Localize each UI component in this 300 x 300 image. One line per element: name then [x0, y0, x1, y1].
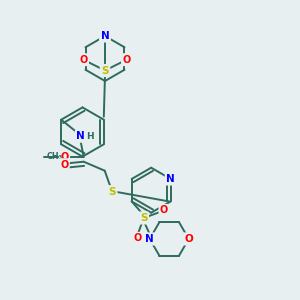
- Text: O: O: [160, 206, 168, 215]
- Text: H: H: [86, 132, 94, 141]
- Text: O: O: [60, 160, 68, 170]
- Text: N: N: [76, 131, 85, 141]
- Text: S: S: [140, 213, 148, 223]
- Text: CH₃: CH₃: [46, 152, 63, 161]
- Text: N: N: [166, 174, 175, 184]
- Text: O: O: [134, 233, 142, 243]
- Text: O: O: [122, 55, 131, 65]
- Text: S: S: [108, 187, 116, 197]
- Text: O: O: [79, 55, 88, 65]
- Text: N: N: [100, 31, 109, 41]
- Text: O: O: [184, 234, 193, 244]
- Text: O: O: [60, 152, 69, 162]
- Text: N: N: [145, 234, 154, 244]
- Text: S: S: [101, 65, 109, 76]
